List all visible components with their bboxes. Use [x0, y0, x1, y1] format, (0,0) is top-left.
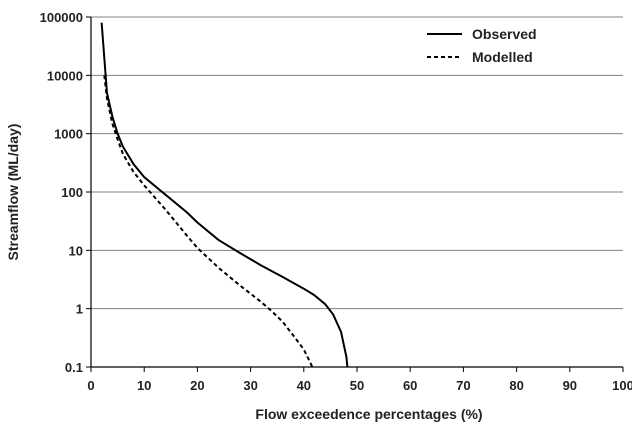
y-axis-title: Streamflow (ML/day)	[5, 124, 21, 261]
x-tick-label: 10	[137, 378, 151, 393]
legend-label-modelled: Modelled	[472, 49, 533, 65]
y-tick-label: 10	[69, 243, 83, 258]
series-line-modelled	[104, 75, 312, 367]
legend: Observed Modelled	[427, 26, 537, 65]
y-tick-label: 100	[61, 185, 83, 200]
grid-layer	[91, 17, 623, 309]
x-axis-title: Flow exceedence percentages (%)	[255, 406, 482, 422]
tick-layer: 0.1 1 10 100 1000 10000 100000 0 10 20 30 40 50 60 70 8…	[40, 10, 632, 393]
x-tick-label: 80	[509, 378, 523, 393]
y-tick-label: 0.1	[65, 360, 83, 375]
x-tick-label: 90	[563, 378, 577, 393]
x-tick-label: 20	[190, 378, 204, 393]
series-layer	[102, 23, 348, 367]
legend-label-observed: Observed	[472, 26, 537, 42]
series-line-observed	[102, 23, 348, 367]
y-tick-label: 100000	[40, 10, 83, 25]
x-tick-label: 100	[612, 378, 632, 393]
y-tick-label: 10000	[47, 68, 83, 83]
x-tick-label: 40	[297, 378, 311, 393]
x-tick-label: 50	[350, 378, 364, 393]
x-tick-label: 0	[87, 378, 94, 393]
y-tick-label: 1	[76, 302, 83, 317]
x-tick-label: 70	[456, 378, 470, 393]
y-tick-label: 1000	[54, 127, 83, 142]
x-tick-label: 30	[243, 378, 257, 393]
x-tick-label: 60	[403, 378, 417, 393]
